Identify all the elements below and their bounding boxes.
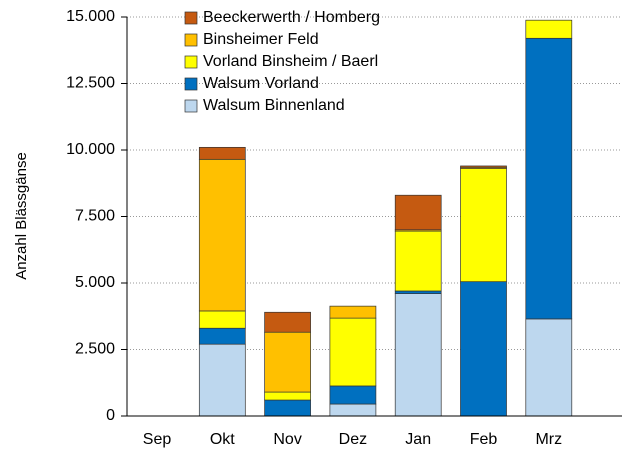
x-tick-label: Okt <box>210 431 235 448</box>
y-tick-label: 2.500 <box>75 341 115 358</box>
bar-segment <box>525 37 573 320</box>
bar-segment <box>525 318 573 417</box>
bar-segment <box>198 310 246 329</box>
legend-swatch <box>184 55 198 69</box>
bar-segment <box>394 194 442 231</box>
bar-segment <box>329 305 377 319</box>
bar-segment <box>264 331 311 393</box>
legend-label: Walsum Vorland <box>203 75 319 92</box>
x-tick-label: Mrz <box>535 431 562 448</box>
y-axis-label: Anzahl Blässgänse <box>13 152 30 280</box>
bar-segment <box>329 317 377 387</box>
bar-segment <box>329 403 377 417</box>
y-tick-label: 10.000 <box>66 141 115 158</box>
legend-swatch <box>184 77 198 91</box>
legend-label: Walsum Binnenland <box>203 97 345 114</box>
bar-segment <box>264 391 311 401</box>
y-tick-label: 5.000 <box>75 274 115 291</box>
bar-segment <box>198 158 246 312</box>
bar-segment <box>460 165 507 168</box>
legend-swatch <box>184 33 198 47</box>
y-tick-label: 12.500 <box>66 75 115 92</box>
bar-segment <box>525 19 573 39</box>
bar-segment <box>394 230 442 292</box>
x-tick-label: Sep <box>143 431 172 448</box>
legend-label: Vorland Binsheim / Baerl <box>203 53 378 70</box>
y-tick-label: 15.000 <box>66 8 115 25</box>
bar-segment <box>329 385 377 405</box>
bar-segment <box>460 281 507 417</box>
bar-segment <box>264 311 311 333</box>
x-tick-label: Jan <box>405 431 431 448</box>
bar-segment <box>198 327 246 345</box>
bar-segment <box>394 293 442 417</box>
x-tick-label: Nov <box>273 431 301 448</box>
legend-swatch <box>184 11 198 25</box>
x-tick-label: Feb <box>470 431 498 448</box>
bar-segment <box>394 290 442 294</box>
bar-segment <box>460 168 507 283</box>
legend-label: Binsheimer Feld <box>203 31 319 48</box>
y-tick-label: 7.500 <box>75 208 115 225</box>
bar-segment <box>198 343 246 417</box>
legend-label: Beeckerwerth / Homberg <box>203 9 380 26</box>
x-tick-label: Dez <box>339 431 367 448</box>
y-tick-label: 0 <box>106 407 115 424</box>
bar-segment <box>264 399 311 417</box>
bar-segment <box>198 146 246 160</box>
legend-swatch <box>184 99 198 113</box>
